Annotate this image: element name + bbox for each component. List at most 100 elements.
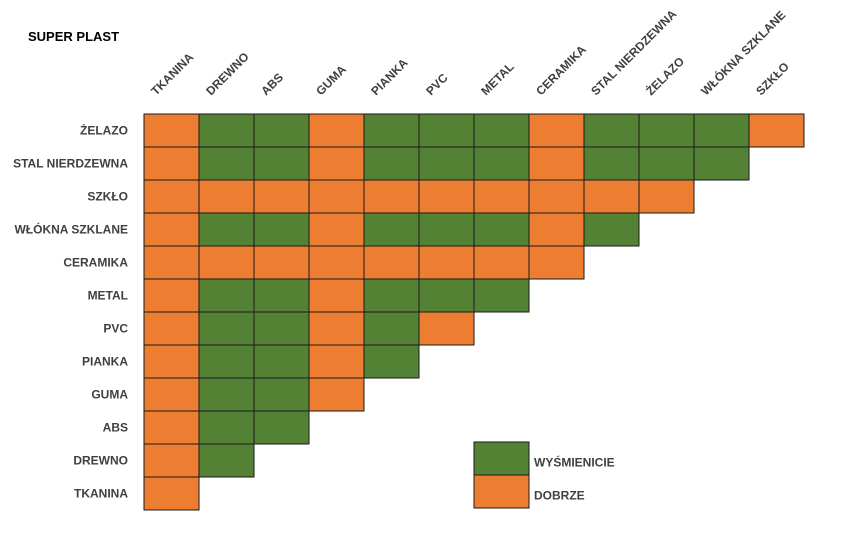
cell-pvc-drewno <box>198 311 255 346</box>
cell-wlokna-szklane-metal <box>473 212 530 247</box>
column-label-ceramika: CERAMIKA <box>533 42 589 98</box>
cell-stal-nierdzewna-guma <box>308 146 365 181</box>
column-label-abs: ABS <box>258 70 286 98</box>
cell-guma-tkanina <box>143 377 200 412</box>
cell-ceramika-tkanina <box>143 245 200 280</box>
cell-metal-tkanina <box>143 278 200 313</box>
cell-metal-pianka <box>363 278 420 313</box>
cell-ceramika-abs <box>253 245 310 280</box>
cell-wlokna-szklane-abs <box>253 212 310 247</box>
cell-szklo-metal <box>473 179 530 214</box>
row-label-zelazo: ŻELAZO <box>80 123 128 138</box>
cell-wlokna-szklane-stal-nierdzewna <box>583 212 640 247</box>
cell-wlokna-szklane-tkanina <box>143 212 200 247</box>
column-label-metal: METAL <box>478 60 516 98</box>
cell-metal-metal <box>473 278 530 313</box>
cell-zelazo-ceramika <box>528 113 585 148</box>
row-label-tkanina: TKANINA <box>74 487 128 501</box>
column-label-szklo: SZKŁO <box>753 59 792 98</box>
cell-zelazo-abs <box>253 113 310 148</box>
cell-metal-drewno <box>198 278 255 313</box>
row-label-metal: METAL <box>88 289 128 303</box>
cell-ceramika-pvc <box>418 245 475 280</box>
chart-title: SUPER PLAST <box>28 29 119 44</box>
legend-swatch-wysmienicie <box>473 441 530 476</box>
cell-pvc-abs <box>253 311 310 346</box>
cell-zelazo-zelazo <box>638 113 695 148</box>
row-label-pvc: PVC <box>103 322 128 336</box>
cell-zelazo-wlokna-szklane <box>693 113 750 148</box>
cell-stal-nierdzewna-pianka <box>363 146 420 181</box>
legend: WYŚMIENICIE DOBRZE <box>473 441 615 509</box>
cell-pianka-guma <box>308 344 365 379</box>
cell-pvc-pianka <box>363 311 420 346</box>
cell-pianka-tkanina <box>143 344 200 379</box>
column-label-pvc: PVC <box>423 71 451 99</box>
column-label-tkanina: TKANINA <box>148 50 196 98</box>
cell-szklo-drewno <box>198 179 255 214</box>
cell-zelazo-pvc <box>418 113 475 148</box>
cell-stal-nierdzewna-zelazo <box>638 146 695 181</box>
cell-stal-nierdzewna-metal <box>473 146 530 181</box>
cell-szklo-abs <box>253 179 310 214</box>
cell-drewno-drewno <box>198 443 255 478</box>
cell-metal-guma <box>308 278 365 313</box>
cell-wlokna-szklane-ceramika <box>528 212 585 247</box>
cell-abs-drewno <box>198 410 255 445</box>
cell-pvc-tkanina <box>143 311 200 346</box>
row-label-abs: ABS <box>103 421 128 435</box>
cell-stal-nierdzewna-ceramika <box>528 146 585 181</box>
cell-abs-abs <box>253 410 310 445</box>
cell-zelazo-metal <box>473 113 530 148</box>
cell-szklo-tkanina <box>143 179 200 214</box>
cell-stal-nierdzewna-abs <box>253 146 310 181</box>
row-label-szklo: SZKŁO <box>87 190 128 204</box>
cell-zelazo-szklo <box>748 113 805 148</box>
cell-wlokna-szklane-pianka <box>363 212 420 247</box>
row-label-pianka: PIANKA <box>82 355 128 369</box>
cell-ceramika-pianka <box>363 245 420 280</box>
cell-wlokna-szklane-guma <box>308 212 365 247</box>
cell-guma-guma <box>308 377 365 412</box>
cell-szklo-guma <box>308 179 365 214</box>
cell-stal-nierdzewna-wlokna-szklane <box>693 146 750 181</box>
cell-ceramika-guma <box>308 245 365 280</box>
cell-zelazo-stal-nierdzewna <box>583 113 640 148</box>
cell-ceramika-metal <box>473 245 530 280</box>
legend-label-dobrze: DOBRZE <box>534 489 585 503</box>
cell-ceramika-drewno <box>198 245 255 280</box>
cell-stal-nierdzewna-drewno <box>198 146 255 181</box>
cell-tkanina-tkanina <box>143 476 200 511</box>
row-label-guma: GUMA <box>91 388 128 402</box>
cell-abs-tkanina <box>143 410 200 445</box>
cell-szklo-pvc <box>418 179 475 214</box>
legend-swatch-dobrze <box>473 474 530 509</box>
row-label-stal-nierdzewna: STAL NIERDZEWNA <box>13 157 128 171</box>
matrix-cells <box>143 113 805 511</box>
cell-zelazo-tkanina <box>143 113 200 148</box>
cell-szklo-ceramika <box>528 179 585 214</box>
cell-ceramika-ceramika <box>528 245 585 280</box>
cell-pianka-pianka <box>363 344 420 379</box>
row-label-ceramika: CERAMIKA <box>63 256 128 270</box>
cell-szklo-zelazo <box>638 179 695 214</box>
cell-szklo-stal-nierdzewna <box>583 179 640 214</box>
column-label-zelazo: ŻELAZO <box>643 54 688 99</box>
cell-stal-nierdzewna-tkanina <box>143 146 200 181</box>
cell-pianka-drewno <box>198 344 255 379</box>
cell-zelazo-drewno <box>198 113 255 148</box>
cell-wlokna-szklane-drewno <box>198 212 255 247</box>
column-label-pianka: PIANKA <box>368 55 411 98</box>
cell-metal-pvc <box>418 278 475 313</box>
cell-pvc-guma <box>308 311 365 346</box>
row-labels: ŻELAZO STAL NIERDZEWNA SZKŁO WŁÓKNA SZKLANE… <box>13 123 128 501</box>
row-label-wlokna-szklane: WŁÓKNA SZKLANE <box>14 222 128 237</box>
cell-pvc-pvc <box>418 311 475 346</box>
cell-metal-abs <box>253 278 310 313</box>
cell-drewno-tkanina <box>143 443 200 478</box>
column-labels: TKANINA DREWNO ABS GUMA PIANKA PVC METAL CERAMI… <box>148 7 792 98</box>
cell-stal-nierdzewna-stal-nierdzewna <box>583 146 640 181</box>
row-label-drewno: DREWNO <box>73 454 128 468</box>
column-label-guma: GUMA <box>313 62 349 98</box>
